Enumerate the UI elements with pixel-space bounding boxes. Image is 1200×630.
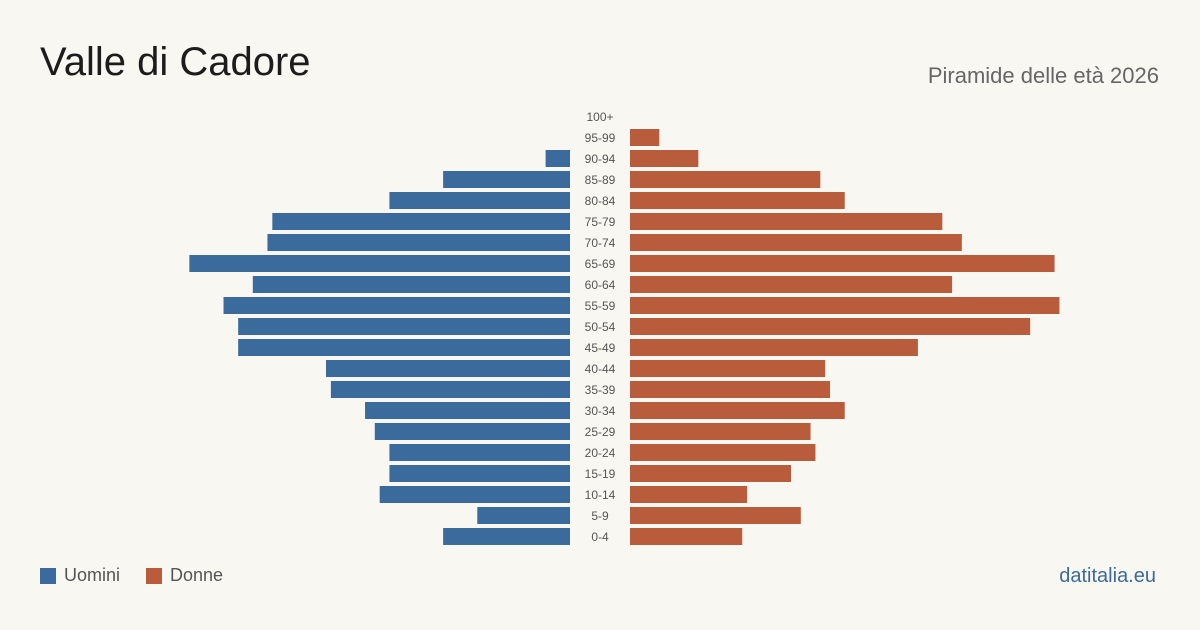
age-label-90-94: 90-94 (585, 152, 616, 166)
age-label-60-64: 60-64 (585, 278, 616, 292)
bar-female-75-79 (630, 213, 943, 230)
bar-male-55-59 (223, 297, 570, 314)
bar-male-40-44 (326, 360, 570, 377)
bar-female-5-9 (630, 507, 801, 524)
source-link[interactable]: datitalia.eu (1059, 565, 1156, 587)
age-label-95-99: 95-99 (585, 131, 616, 145)
bar-female-85-89 (630, 171, 821, 188)
legend-item-male: Uomini (40, 565, 120, 586)
age-label-40-44: 40-44 (585, 362, 616, 376)
bar-male-80-84 (389, 192, 570, 209)
bar-female-15-19 (630, 465, 792, 482)
bar-female-55-59 (630, 297, 1060, 314)
age-label-30-34: 30-34 (585, 404, 616, 418)
age-label-5-9: 5-9 (591, 509, 609, 523)
bar-male-50-54 (238, 318, 570, 335)
bar-female-25-29 (630, 423, 811, 440)
legend-label-male: Uomini (64, 565, 121, 585)
bar-female-35-39 (630, 381, 831, 398)
legend-item-female: Donne (146, 565, 223, 586)
chart-subtitle: Piramide delle età 2026 (927, 63, 1159, 88)
bar-male-35-39 (330, 381, 570, 398)
bar-female-20-24 (630, 444, 816, 461)
age-label-100+: 100+ (586, 110, 613, 124)
bar-female-50-54 (630, 318, 1031, 335)
bar-female-95-99 (630, 129, 660, 146)
legend-label-female: Donne (170, 565, 224, 585)
bar-female-45-49 (630, 339, 918, 356)
bar-male-45-49 (238, 339, 570, 356)
legend-swatch-male (40, 567, 56, 584)
bar-male-0-4 (443, 528, 570, 545)
bar-male-20-24 (389, 444, 570, 461)
age-label-15-19: 15-19 (585, 467, 616, 481)
bar-female-80-84 (630, 192, 845, 209)
chart-legend: Uomini Donne (40, 565, 249, 586)
bar-female-10-14 (630, 486, 748, 503)
age-label-10-14: 10-14 (585, 488, 616, 502)
bar-male-70-74 (267, 234, 570, 251)
age-label-25-29: 25-29 (585, 425, 616, 439)
bar-male-85-89 (443, 171, 570, 188)
bar-male-30-34 (365, 402, 570, 419)
age-label-75-79: 75-79 (585, 215, 616, 229)
age-label-80-84: 80-84 (585, 194, 616, 208)
bar-female-0-4 (630, 528, 743, 545)
bar-male-75-79 (272, 213, 570, 230)
bar-male-65-69 (189, 255, 571, 272)
bar-male-15-19 (389, 465, 570, 482)
age-label-85-89: 85-89 (585, 173, 616, 187)
bar-female-70-74 (630, 234, 962, 251)
bar-male-90-94 (545, 150, 570, 167)
age-label-45-49: 45-49 (585, 341, 616, 355)
bar-female-40-44 (630, 360, 826, 377)
page-title: Valle di Cadore (40, 40, 311, 84)
bar-male-60-64 (252, 276, 571, 293)
bar-male-25-29 (374, 423, 570, 440)
bar-male-10-14 (379, 486, 570, 503)
age-label-20-24: 20-24 (585, 446, 616, 460)
bar-female-90-94 (630, 150, 699, 167)
bar-female-30-34 (630, 402, 845, 419)
age-label-50-54: 50-54 (585, 320, 616, 334)
age-label-35-39: 35-39 (585, 383, 616, 397)
age-label-55-59: 55-59 (585, 299, 616, 313)
age-label-65-69: 65-69 (585, 257, 616, 271)
bar-male-5-9 (477, 507, 570, 524)
bar-female-65-69 (630, 255, 1055, 272)
legend-swatch-female (146, 567, 163, 584)
age-label-70-74: 70-74 (585, 236, 616, 250)
bar-female-60-64 (630, 276, 953, 293)
age-label-0-4: 0-4 (591, 530, 609, 544)
